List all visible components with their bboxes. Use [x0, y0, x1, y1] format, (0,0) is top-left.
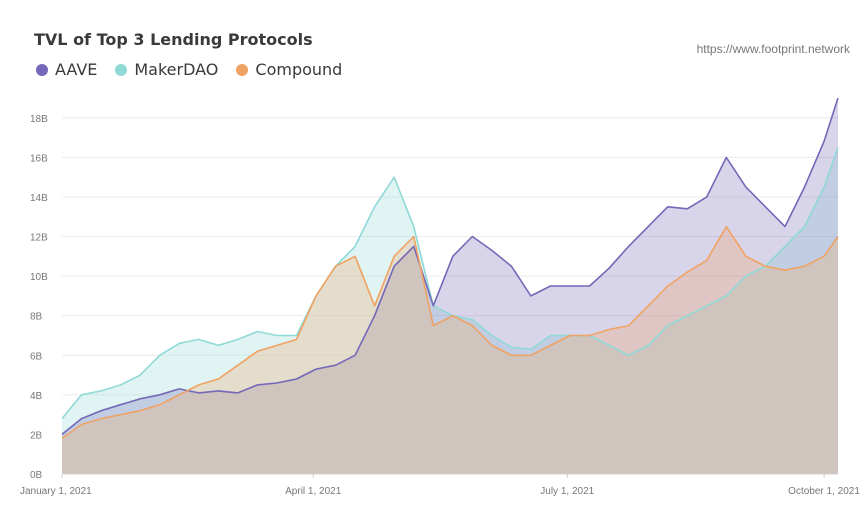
legend-label-makerdao: MakerDAO	[134, 60, 219, 79]
x-tick-label: April 1, 2021	[285, 486, 342, 497]
y-tick-label: 10B	[30, 272, 48, 283]
legend-label-compound: Compound	[255, 60, 343, 79]
chart-title: TVL of Top 3 Lending Protocols	[34, 30, 313, 49]
y-tick-label: 16B	[30, 153, 48, 164]
y-tick-label: 0B	[30, 470, 43, 481]
legend: AAVE MakerDAO Compound	[36, 60, 342, 79]
legend-item-aave[interactable]: AAVE	[36, 60, 97, 79]
legend-item-makerdao[interactable]: MakerDAO	[115, 60, 218, 79]
legend-label-aave: AAVE	[55, 60, 98, 79]
legend-swatch-makerdao	[115, 63, 128, 76]
y-tick-label: 8B	[30, 312, 43, 323]
source-url: https://www.footprint.network	[696, 42, 850, 56]
line-aave	[61, 97, 839, 436]
y-tick-label: 2B	[30, 430, 43, 441]
y-tick-label: 14B	[30, 193, 48, 204]
x-tick-label: July 1, 2021	[540, 486, 594, 497]
y-tick-label: 12B	[30, 233, 48, 244]
line-compound	[61, 225, 839, 440]
y-tick-label: 18B	[30, 114, 48, 125]
x-tick-label: October 1, 2021	[788, 486, 860, 497]
legend-swatch-aave	[36, 63, 48, 76]
legend-item-compound[interactable]: Compound	[236, 60, 342, 79]
y-tick-label: 6B	[30, 351, 43, 362]
x-tick-label: January 1, 2021	[20, 486, 92, 497]
legend-swatch-compound	[236, 63, 249, 76]
y-tick-label: 4B	[30, 391, 43, 402]
area-overlap	[62, 236, 838, 474]
